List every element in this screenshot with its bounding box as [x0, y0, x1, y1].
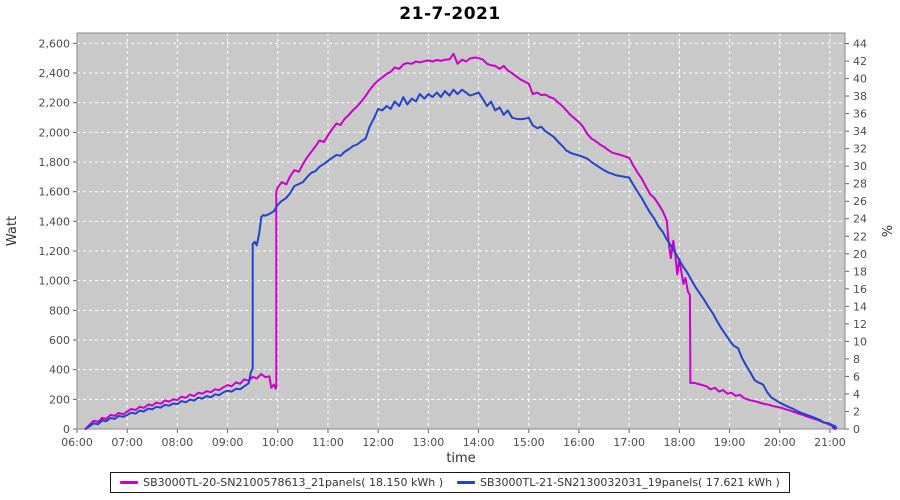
- plot-area: [77, 33, 845, 429]
- right-tick-label: 40: [853, 73, 867, 86]
- series-line-0: [84, 52, 836, 430]
- right-tick-label: 22: [853, 230, 867, 243]
- left-tick-label: 2,200: [39, 97, 71, 110]
- right-tick-label: 16: [853, 283, 867, 296]
- right-tick-label: 34: [853, 125, 867, 138]
- left-tick-label: 1,800: [39, 156, 71, 169]
- x-tick-label: 08:00: [162, 436, 194, 449]
- right-tick-label: 18: [853, 265, 867, 278]
- right-tick-label: 6: [853, 370, 860, 383]
- right-tick-label: 44: [853, 38, 867, 51]
- left-tick-label: 1,000: [39, 275, 71, 288]
- x-tick-label: 13:00: [413, 436, 445, 449]
- x-tick-label: 14:00: [463, 436, 495, 449]
- right-tick-label: 30: [853, 160, 867, 173]
- right-tick-label: 14: [853, 300, 867, 313]
- chart-canvas: 02004006008001,0001,2001,4001,6001,8002,…: [5, 32, 893, 466]
- right-tick-label: 4: [853, 388, 860, 401]
- left-tick-label: 2,600: [39, 37, 71, 50]
- plot-border: [76, 32, 846, 430]
- legend-item-inverter-20: SB3000TL-20-SN2100578613_21panels( 18.15…: [120, 476, 443, 489]
- right-tick-label: 10: [853, 335, 867, 348]
- series-endpoint-1: [831, 424, 837, 429]
- x-tick-label: 19:00: [714, 436, 746, 449]
- left-tick-label: 2,400: [39, 67, 71, 80]
- right-tick-label: 8: [853, 353, 860, 366]
- right-tick-label: 32: [853, 143, 867, 156]
- left-tick-label: 1,600: [39, 186, 71, 199]
- y-axis-label-right: %: [878, 225, 893, 237]
- x-tick-label: 06:00: [61, 436, 93, 449]
- chart-title: 21-7-2021: [399, 4, 501, 24]
- series-line-icon: [120, 481, 139, 484]
- right-tick-label: 26: [853, 195, 867, 208]
- left-tick-label: 1,200: [39, 245, 71, 258]
- right-tick-label: 24: [853, 213, 867, 226]
- right-tick-label: 38: [853, 90, 867, 103]
- left-tick-label: 800: [49, 304, 70, 317]
- x-tick-label: 15:00: [513, 436, 545, 449]
- legend-label: SB3000TL-20-SN2100578613_21panels( 18.15…: [143, 476, 443, 489]
- x-tick-label: 16:00: [563, 436, 595, 449]
- legend-box: SB3000TL-20-SN2100578613_21panels( 18.15…: [110, 472, 790, 493]
- x-tick-label: 12:00: [362, 436, 394, 449]
- left-tick-label: 1,400: [39, 215, 71, 228]
- left-tick-label: 0: [63, 423, 70, 436]
- x-tick-label: 11:00: [312, 436, 344, 449]
- right-tick-label: 20: [853, 248, 867, 261]
- x-axis-label: time: [446, 451, 475, 466]
- series-line-icon: [457, 481, 475, 484]
- x-tick-label: 18:00: [664, 436, 696, 449]
- chart-legend: SB3000TL-20-SN2100578613_21panels( 18.15…: [0, 472, 900, 493]
- legend-item-inverter-21: SB3000TL-21-SN2130032031_19panels( 17.62…: [457, 476, 780, 489]
- right-tick-label: 0: [853, 423, 860, 436]
- series-line-1: [84, 88, 835, 430]
- x-tick-label: 10:00: [262, 436, 294, 449]
- left-tick-label: 2,000: [39, 126, 71, 139]
- legend-label: SB3000TL-21-SN2130032031_19panels( 17.62…: [480, 476, 780, 489]
- left-tick-label: 600: [49, 334, 70, 347]
- right-tick-label: 42: [853, 55, 867, 68]
- left-tick-label: 200: [49, 393, 70, 406]
- x-tick-label: 21:00: [814, 436, 846, 449]
- x-tick-label: 09:00: [212, 436, 244, 449]
- y-axis-label-left: Watt: [5, 216, 20, 246]
- left-tick-label: 400: [49, 364, 70, 377]
- x-tick-label: 17:00: [613, 436, 645, 449]
- right-tick-label: 12: [853, 318, 867, 331]
- x-tick-label: 07:00: [111, 436, 143, 449]
- right-tick-label: 28: [853, 178, 867, 191]
- right-tick-label: 2: [853, 405, 860, 418]
- right-tick-label: 36: [853, 108, 867, 121]
- x-tick-label: 20:00: [764, 436, 796, 449]
